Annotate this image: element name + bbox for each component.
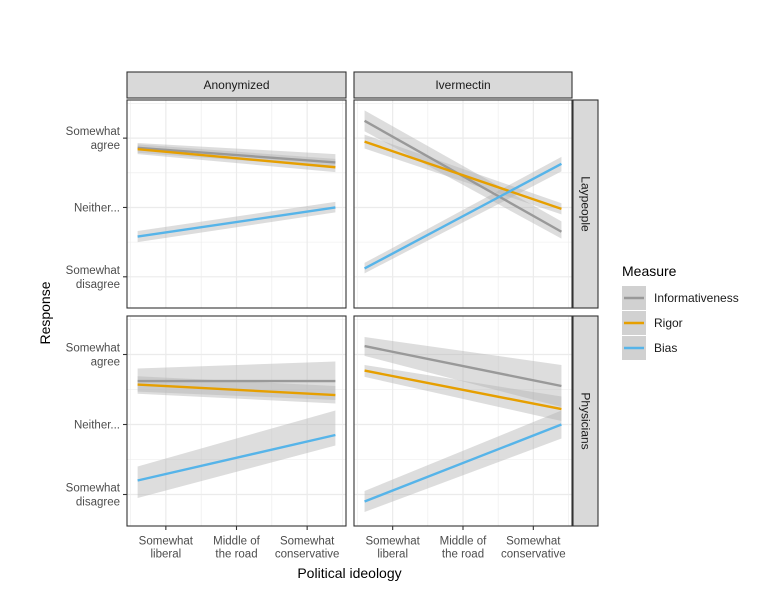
panel-border bbox=[353, 99, 573, 309]
strip-anonymized bbox=[126, 71, 347, 99]
strip-label-physicians: Physicians bbox=[579, 392, 593, 449]
y-tick-label: Neither... bbox=[74, 202, 120, 214]
series-line-bias bbox=[364, 423, 562, 503]
x-tick-label: Somewhat liberal bbox=[366, 536, 421, 561]
panel-border bbox=[126, 99, 347, 309]
series-line-informativeness bbox=[364, 344, 562, 388]
panel-anonymized-laypeople bbox=[127, 100, 346, 308]
strip-label-anonymized: Anonymized bbox=[203, 78, 269, 92]
x-tick-label: Somewhat liberal bbox=[139, 536, 194, 561]
series-group-anonymized-laypeople bbox=[137, 142, 336, 243]
series-line-bias bbox=[363, 162, 563, 270]
legend-label-rigor: Rigor bbox=[654, 316, 683, 330]
series-line-rigor bbox=[364, 140, 562, 210]
x-tick-label: Somewhat conservative bbox=[275, 536, 340, 561]
series-line-rigor bbox=[137, 383, 336, 397]
ci-ribbon-bias bbox=[364, 410, 562, 512]
series-group-anonymized-physicians bbox=[137, 361, 336, 498]
strip-label-ivermectin: Ivermectin bbox=[435, 78, 490, 92]
legend-title: Measure bbox=[622, 263, 677, 279]
x-axis-title: Political ideology bbox=[297, 565, 401, 581]
y-tick-label: Somewhat disagree bbox=[66, 265, 121, 291]
x-tick-label: Middle of the road bbox=[440, 536, 487, 561]
series-line-informativeness bbox=[137, 146, 336, 164]
y-tick-label: Neither... bbox=[74, 420, 120, 432]
y-tick-label: Somewhat agree bbox=[66, 343, 121, 369]
strip-label-laypeople: Laypeople bbox=[579, 176, 593, 232]
series-line-rigor bbox=[137, 148, 336, 169]
strip-physicians bbox=[572, 315, 599, 527]
ci-ribbon-bias bbox=[137, 410, 336, 498]
ci-ribbon-rigor bbox=[364, 365, 562, 421]
panel-anonymized-physicians bbox=[127, 316, 346, 526]
y-tick-label: Somewhat disagree bbox=[66, 483, 121, 509]
series-line-bias bbox=[137, 206, 336, 238]
x-tick-label: Somewhat conservative bbox=[501, 536, 566, 561]
x-tick-label: Middle of the road bbox=[213, 536, 260, 561]
series-line-bias bbox=[137, 433, 336, 482]
ci-ribbon-informativeness bbox=[364, 337, 562, 407]
strip-laypeople bbox=[572, 99, 599, 309]
y-tick-label: Somewhat agree bbox=[66, 126, 121, 152]
y-axis-title: Response bbox=[37, 281, 53, 344]
legend-label-bias: Bias bbox=[654, 341, 677, 355]
series-line-rigor bbox=[364, 369, 562, 411]
series-group-ivermectin-physicians bbox=[364, 337, 562, 512]
series-group-ivermectin-laypeople bbox=[363, 110, 563, 274]
strip-ivermectin bbox=[353, 71, 573, 99]
legend-label-informativeness: Informativeness bbox=[654, 291, 739, 305]
